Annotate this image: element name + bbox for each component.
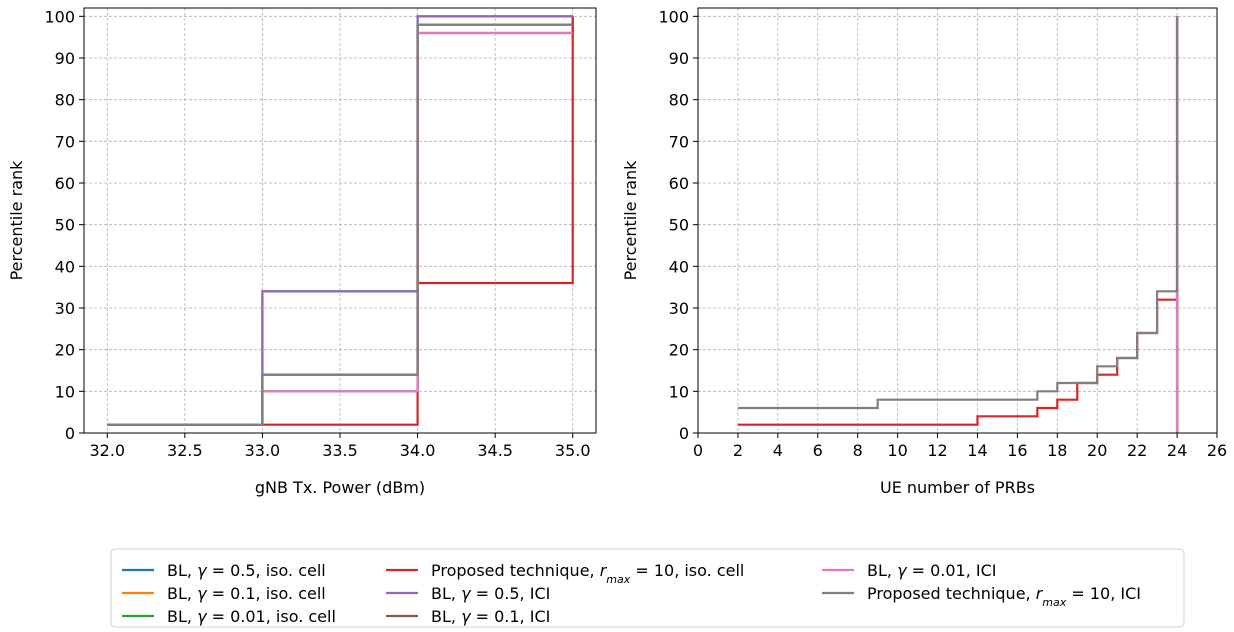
y-axis-title: Percentile rank (621, 160, 640, 281)
legend-entry: BL, γ = 0.01, ICI (822, 561, 997, 580)
y-tick-label: 30 (55, 299, 75, 318)
legend-entry: BL, γ = 0.01, iso. cell (122, 607, 336, 626)
x-tick-label: 20 (1087, 441, 1107, 460)
y-tick-label: 90 (55, 49, 75, 68)
legend-entry: BL, γ = 0.1, iso. cell (122, 584, 326, 603)
y-tick-label: 70 (669, 132, 689, 151)
y-tick-label: 40 (55, 257, 75, 276)
chart-1: 32.0 32.5 33.0 33.5 34.0 34.5 35.0 0 10 20 30 40 50 6… (7, 7, 597, 497)
series-line (737, 16, 1179, 410)
legend-label: Proposed technique, rmax = 10, ICI (867, 584, 1141, 609)
y-tick-label: 0 (679, 424, 689, 443)
legend-entry: BL, γ = 0.1, ICI (386, 607, 550, 626)
legend-entry: BL, γ = 0.5, ICI (386, 584, 550, 603)
y-tick-label: 30 (669, 299, 689, 318)
x-tick-label: 0 (693, 441, 703, 460)
x-tick-label: 35.0 (555, 441, 591, 460)
y-tick-label: 70 (55, 132, 75, 151)
legend-entry: Proposed technique, rmax = 10, ICI (822, 584, 1141, 609)
legend-label: BL, γ = 0.01, iso. cell (167, 607, 336, 626)
legend-label: BL, γ = 0.5, ICI (431, 584, 550, 603)
x-tick-label: 22 (1127, 441, 1147, 460)
x-tick-label: 8 (853, 441, 863, 460)
y-tick-label: 90 (669, 49, 689, 68)
legend: BL, γ = 0.5, iso. cell BL, γ = 0.1, iso. … (110, 548, 1185, 628)
x-tick-label: 34.0 (400, 441, 436, 460)
y-tick-label: 10 (55, 382, 75, 401)
x-tick-label: 34.5 (477, 441, 513, 460)
charts-layer: 32.0 32.5 33.0 33.5 34.0 34.5 35.0010203040506… (7, 7, 1227, 497)
x-tick-label: 33.0 (245, 441, 281, 460)
y-tick-label: 80 (669, 91, 689, 110)
x-tick-label: 14 (967, 441, 987, 460)
y-tick-label: 100 (658, 7, 689, 26)
y-tick-label: 20 (669, 341, 689, 360)
y-tick-label: 20 (55, 341, 75, 360)
legend-entry: BL, γ = 0.5, iso. cell (122, 561, 326, 580)
x-tick-label: 24 (1167, 441, 1187, 460)
x-axis-title: UE number of PRBs (880, 478, 1035, 497)
legend-label: BL, γ = 0.1, ICI (431, 607, 550, 626)
x-axis-title: gNB Tx. Power (dBm) (255, 478, 425, 497)
x-tick-label: 6 (813, 441, 823, 460)
y-tick-label: 50 (669, 216, 689, 235)
y-tick-label: 40 (669, 257, 689, 276)
series-line (107, 23, 573, 426)
x-tick-label: 10 (887, 441, 907, 460)
y-axis-title: Percentile rank (7, 160, 26, 281)
y-tick-label: 100 (44, 7, 75, 26)
y-tick-label: 10 (669, 382, 689, 401)
x-tick-label: 4 (773, 441, 783, 460)
chart-2: 0 2 4 6 8 10 12 14 16 18 20 22 24 2601020304050607080… (621, 7, 1227, 497)
y-tick-label: 60 (669, 174, 689, 193)
legend-box (110, 548, 1185, 628)
x-tick-label: 32.5 (167, 441, 203, 460)
legend-entry: Proposed technique, rmax = 10, iso. cell (386, 561, 744, 586)
series-line (737, 16, 1179, 426)
legend-label: Proposed technique, rmax = 10, iso. cell (431, 561, 744, 586)
x-tick-label: 33.5 (322, 441, 358, 460)
legend-label: BL, γ = 0.5, iso. cell (167, 561, 326, 580)
legend-label: BL, γ = 0.01, ICI (867, 561, 997, 580)
series-group (737, 16, 1179, 433)
y-tick-label: 0 (65, 424, 75, 443)
x-tick-label: 32.0 (89, 441, 125, 460)
y-tick-label: 80 (55, 91, 75, 110)
x-tick-label: 12 (927, 441, 947, 460)
x-tick-label: 18 (1047, 441, 1067, 460)
x-tick-label: 16 (1007, 441, 1027, 460)
x-tick-label: 2 (733, 441, 743, 460)
y-tick-label: 60 (55, 174, 75, 193)
legend-label: BL, γ = 0.1, iso. cell (167, 584, 326, 603)
plot-frame (697, 7, 1218, 434)
series-group (107, 15, 574, 426)
y-tick-label: 50 (55, 216, 75, 235)
x-tick-label: 26 (1207, 441, 1227, 460)
